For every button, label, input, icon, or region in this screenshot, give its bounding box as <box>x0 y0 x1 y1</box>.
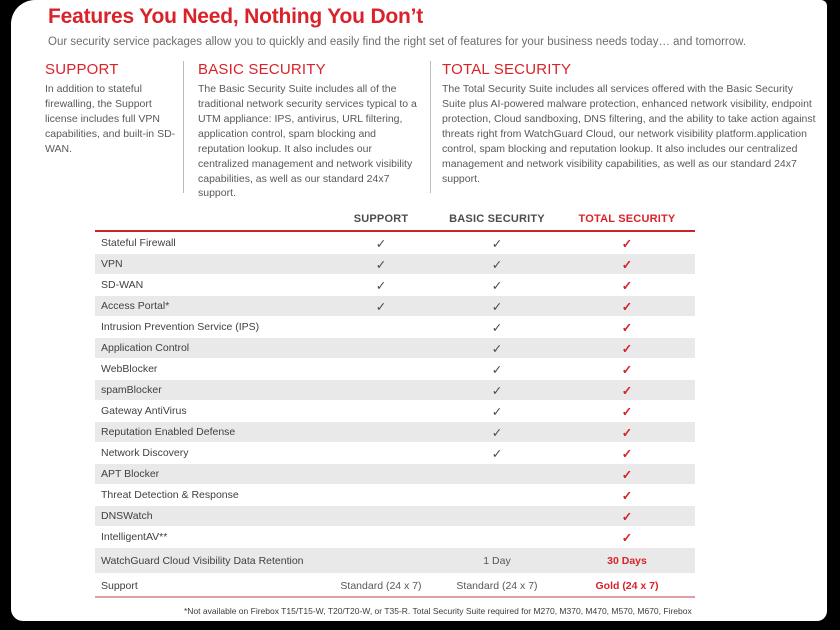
basic-security-cell: ✓ <box>491 425 503 440</box>
feature-name: Reputation Enabled Defense <box>101 426 236 439</box>
basic-security-cell: ✓ <box>491 404 503 419</box>
table-row: DNSWatch ✓ <box>95 506 695 527</box>
feature-name: Threat Detection & Response <box>101 489 239 502</box>
page-header: Features You Need, Nothing You Don’t Our… <box>11 0 827 48</box>
datasheet-page: Features You Need, Nothing You Don’t Our… <box>11 0 827 621</box>
total-security-cell: ✓ <box>621 446 633 461</box>
basic-security-cell: ✓ <box>491 446 503 461</box>
total-security-cell: ✓ <box>621 341 633 356</box>
support-cell: Standard (24 x 7) <box>340 579 422 592</box>
total-security-cell: ✓ <box>621 278 633 293</box>
package-total-name: TOTAL SECURITY <box>442 61 572 79</box>
table-row: WebBlocker ✓ ✓ <box>95 359 695 379</box>
basic-security-cell: ✓ <box>491 236 503 251</box>
support-cell: ✓ <box>375 299 387 314</box>
total-security-cell: ✓ <box>621 362 633 377</box>
feature-name: VPN <box>101 258 123 271</box>
page-title: Features You Need, Nothing You Don’t <box>48 5 424 28</box>
support-column-header: SUPPORT <box>353 213 409 226</box>
feature-table-body: Stateful Firewall ✓ ✓ ✓ VPN ✓ ✓ ✓ SD-WAN ✓ ✓ ✓ Acces… <box>95 233 695 599</box>
table-row: WatchGuard Cloud Visibility Data Retenti… <box>95 548 695 574</box>
total-security-cell: ✓ <box>621 299 633 314</box>
basic-security-cell: ✓ <box>491 278 503 293</box>
feature-name: IntelligentAV** <box>101 531 168 544</box>
feature-name: WatchGuard Cloud Visibility Data Retenti… <box>101 554 304 567</box>
table-row: Application Control ✓ ✓ <box>95 338 695 359</box>
feature-name: Access Portal* <box>101 300 170 313</box>
table-row: APT Blocker ✓ <box>95 464 695 485</box>
table-row: Network Discovery ✓ ✓ <box>95 443 695 463</box>
basic-security-column-header: BASIC SECURITY <box>449 213 545 226</box>
total-security-cell: ✓ <box>621 509 633 524</box>
feature-name: Gateway AntiVirus <box>101 405 187 418</box>
total-security-cell: 30 Days <box>607 554 647 567</box>
table-row: Stateful Firewall ✓ ✓ ✓ <box>95 233 695 253</box>
package-basic-security: BASIC SECURITY The Basic Security Suite … <box>184 61 430 201</box>
package-total-description: The Total Security Suite includes all se… <box>442 83 816 185</box>
total-security-column-header: TOTAL SECURITY <box>578 213 676 226</box>
column-divider <box>183 61 184 194</box>
footnotes: *Not available on Firebox T15/T15-W, T20… <box>184 604 695 621</box>
table-row: Threat Detection & Response ✓ <box>95 485 695 505</box>
support-level-row: Support Standard (24 x 7) Standard (24 x 7… <box>95 575 695 599</box>
package-support-description: In addition to stateful firewalling, the… <box>45 83 176 155</box>
basic-security-cell: ✓ <box>491 362 503 377</box>
basic-security-cell: ✓ <box>491 383 503 398</box>
table-row: Gateway AntiVirus ✓ ✓ <box>95 401 695 421</box>
support-cell: ✓ <box>375 236 387 251</box>
table-row: Access Portal* ✓ ✓ ✓ <box>95 296 695 317</box>
footnote-1: *Not available on Firebox T15/T15-W, T20… <box>184 606 692 617</box>
feature-name: Intrusion Prevention Service (IPS) <box>101 321 260 334</box>
table-row: Reputation Enabled Defense ✓ ✓ <box>95 422 695 443</box>
total-security-cell: ✓ <box>621 425 633 440</box>
total-security-cell: Gold (24 x 7) <box>595 579 659 592</box>
package-descriptions: SUPPORT In addition to stateful firewall… <box>45 61 817 201</box>
basic-security-cell: ✓ <box>491 341 503 356</box>
feature-name: WebBlocker <box>101 363 158 376</box>
basic-security-cell: ✓ <box>491 320 503 335</box>
feature-name: Stateful Firewall <box>101 237 176 250</box>
total-security-cell: ✓ <box>621 467 633 482</box>
total-security-cell: ✓ <box>621 257 633 272</box>
total-security-cell: ✓ <box>621 236 633 251</box>
table-row: IntelligentAV** ✓ <box>95 527 695 547</box>
table-row: SD-WAN ✓ ✓ ✓ <box>95 275 695 295</box>
feature-name: Network Discovery <box>101 447 189 460</box>
total-security-cell: ✓ <box>621 404 633 419</box>
support-cell: ✓ <box>375 278 387 293</box>
package-support-name: SUPPORT <box>45 61 119 79</box>
package-basic-name: BASIC SECURITY <box>198 61 326 79</box>
table-row: Intrusion Prevention Service (IPS) ✓ ✓ <box>95 317 695 337</box>
feature-comparison-table: SUPPORT BASIC SECURITY TOTAL SECURITY St… <box>95 213 695 621</box>
table-header-row: SUPPORT BASIC SECURITY TOTAL SECURITY <box>95 213 695 233</box>
package-basic-description: The Basic Security Suite includes all of… <box>198 83 417 200</box>
basic-security-cell: Standard (24 x 7) <box>456 579 538 592</box>
feature-name: Application Control <box>101 342 190 355</box>
table-row: VPN ✓ ✓ ✓ <box>95 254 695 275</box>
table-row: spamBlocker ✓ ✓ <box>95 380 695 401</box>
basic-security-cell: 1 Day <box>483 554 511 567</box>
feature-name: SD-WAN <box>101 279 144 292</box>
package-support: SUPPORT In addition to stateful firewall… <box>45 61 183 201</box>
page-subtitle: Our security service packages allow you … <box>48 36 747 49</box>
feature-name: Support <box>101 579 138 592</box>
total-security-cell: ✓ <box>621 530 633 545</box>
basic-security-cell: ✓ <box>491 257 503 272</box>
feature-name: APT Blocker <box>101 468 160 481</box>
feature-name: DNSWatch <box>101 510 153 523</box>
column-divider <box>430 61 431 194</box>
basic-security-cell: ✓ <box>491 299 503 314</box>
total-security-cell: ✓ <box>621 488 633 503</box>
package-total-security: TOTAL SECURITY The Total Security Suite … <box>431 61 817 201</box>
support-cell: ✓ <box>375 257 387 272</box>
feature-name: spamBlocker <box>101 384 162 397</box>
total-security-cell: ✓ <box>621 320 633 335</box>
total-security-cell: ✓ <box>621 383 633 398</box>
